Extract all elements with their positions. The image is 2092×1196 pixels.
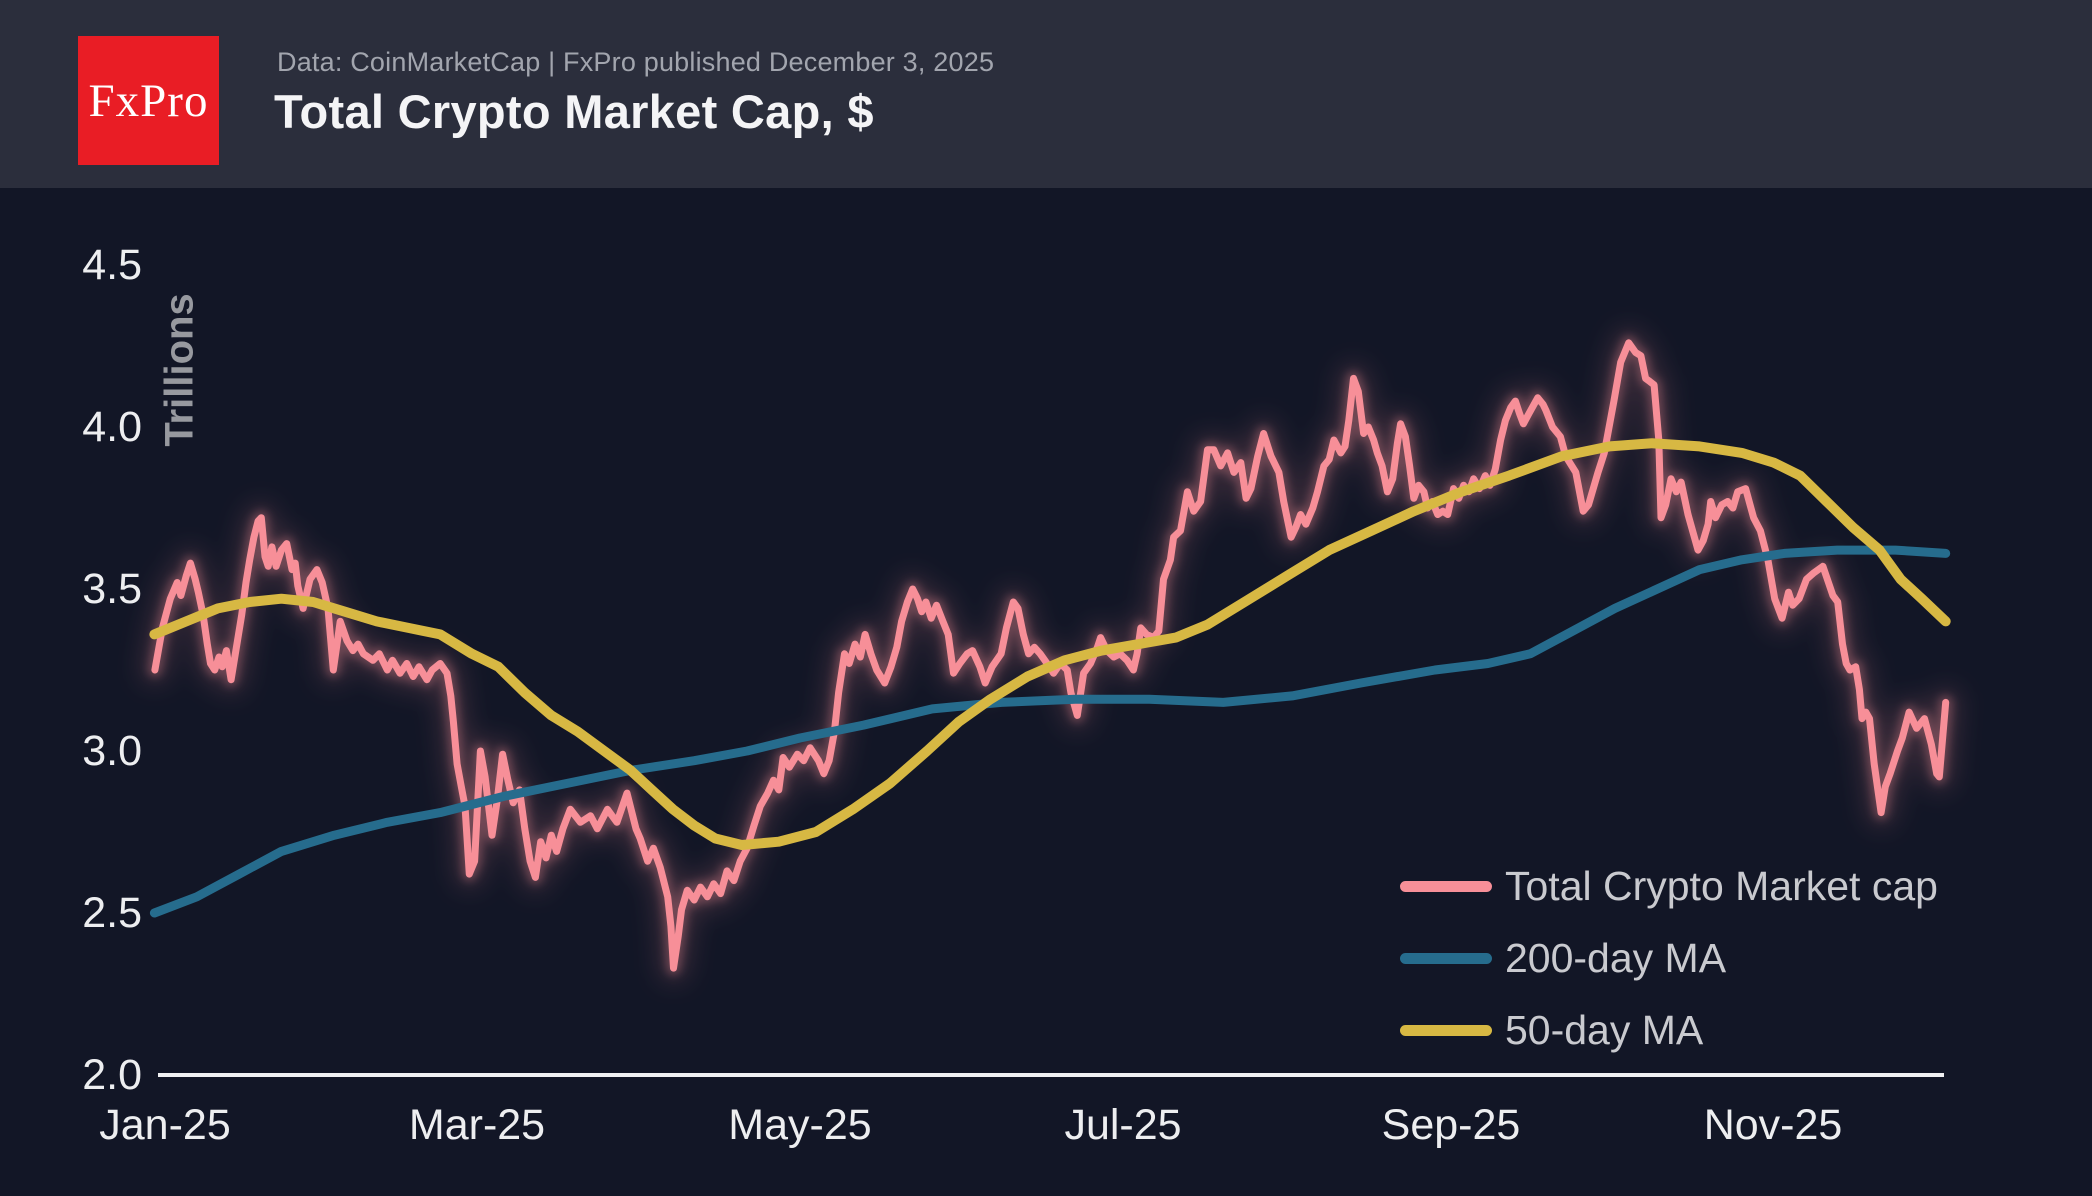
legend-item-total-market-cap: Total Crypto Market cap xyxy=(1400,850,1938,922)
legend-label-total-market-cap: Total Crypto Market cap xyxy=(1505,862,1938,909)
fxpro-logo: FxPro xyxy=(78,36,219,165)
legend-item-50-day-ma: 50-day MA xyxy=(1400,994,1938,1066)
y-tick-3-5: 3.5 xyxy=(82,565,142,613)
legend: Total Crypto Market cap 200-day MA 50-da… xyxy=(1400,850,1938,1066)
x-tick-mar-25: Mar-25 xyxy=(408,1101,546,1149)
y-axis-unit-label: Trillions xyxy=(157,293,202,447)
x-tick-may-25: May-25 xyxy=(728,1101,872,1149)
legend-label-50-day-ma: 50-day MA xyxy=(1505,1006,1704,1053)
legend-marker-50-day-ma xyxy=(1400,1024,1492,1036)
header-bar: FxPro Data: CoinMarketCap | FxPro publis… xyxy=(0,0,2092,188)
legend-item-200-day-ma: 200-day MA xyxy=(1400,922,1938,994)
legend-marker-total-market-cap xyxy=(1400,880,1492,892)
x-tick-jul-25: Jul-25 xyxy=(1064,1101,1182,1149)
y-tick-2-5: 2.5 xyxy=(82,889,142,937)
x-tick-nov-25: Nov-25 xyxy=(1703,1101,1843,1149)
fxpro-logo-text: FxPro xyxy=(88,74,209,127)
data-source-caption: Data: CoinMarketCap | FxPro published De… xyxy=(277,47,995,77)
y-tick-4-0: 4.0 xyxy=(82,403,142,451)
y-tick-3-0: 3.0 xyxy=(82,727,142,775)
series-lines xyxy=(139,327,1961,984)
y-tick-4-5: 4.5 xyxy=(82,241,142,289)
page-title: Total Crypto Market Cap, $ xyxy=(274,85,874,138)
series-line-200-day-ma xyxy=(149,545,1951,918)
series-line-50-day-ma xyxy=(149,438,1951,850)
x-tick-sep-25: Sep-25 xyxy=(1381,1101,1521,1149)
y-tick-2-0: 2.0 xyxy=(82,1051,142,1099)
legend-marker-200-day-ma xyxy=(1400,952,1492,964)
legend-label-200-day-ma: 200-day MA xyxy=(1505,934,1727,981)
x-tick-jan-25: Jan-25 xyxy=(99,1101,231,1149)
